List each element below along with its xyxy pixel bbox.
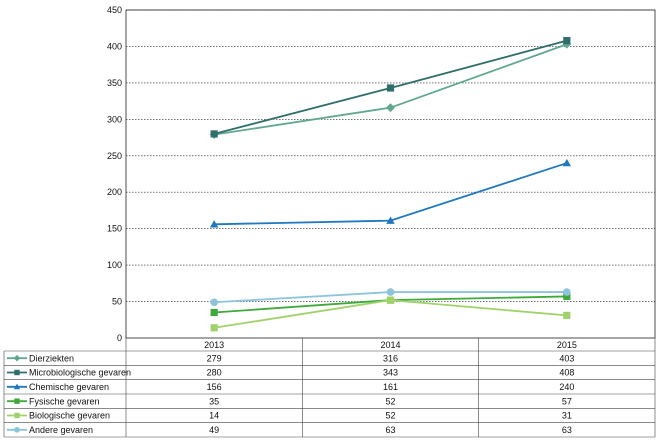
data-point-marker xyxy=(209,220,219,228)
y-tick-label: 250 xyxy=(107,151,122,161)
legend-series-label: Dierziekten xyxy=(29,353,74,363)
series-line xyxy=(214,299,567,329)
legend-series-label: Fysische gevaren xyxy=(29,396,100,406)
table-cell-value: 408 xyxy=(559,368,574,378)
data-point-marker xyxy=(210,324,218,332)
table-cell-value: 63 xyxy=(562,425,572,435)
y-tick-label: 0 xyxy=(117,333,122,343)
legend-key-marker xyxy=(14,369,20,376)
data-point-marker xyxy=(386,296,395,304)
legend-key-marker xyxy=(13,383,21,390)
table-cell-value: 403 xyxy=(559,353,574,363)
data-point-marker xyxy=(386,103,395,113)
y-tick-label: 100 xyxy=(107,260,122,270)
series-5 xyxy=(210,288,571,307)
table-cell-value: 35 xyxy=(209,396,219,406)
series-line xyxy=(214,162,568,226)
data-point-marker xyxy=(210,308,218,317)
series-1 xyxy=(210,37,571,138)
y-tick-label: 350 xyxy=(107,78,122,88)
table-cell-value: 49 xyxy=(209,425,219,435)
data-point-marker xyxy=(563,288,571,296)
legend-series-label: Microbiologische gevaren xyxy=(29,368,131,378)
y-tick-label: 50 xyxy=(112,297,122,307)
series-3 xyxy=(210,292,571,317)
data-point-marker xyxy=(210,298,218,307)
plot-area-frame xyxy=(125,9,656,339)
table-cell-value: 31 xyxy=(562,411,572,421)
series-4 xyxy=(210,296,571,332)
legend-series-label: Chemische gevaren xyxy=(29,382,109,392)
data-point-marker xyxy=(386,84,395,92)
y-tick-label: 300 xyxy=(107,114,122,124)
data-table: 2013 2014 2015 Dierziekten 279 316 403 Microbio… xyxy=(3,338,656,438)
legend-key xyxy=(7,369,27,376)
data-point-marker xyxy=(562,158,572,167)
table-cell-value: 156 xyxy=(207,382,222,392)
y-tick-label: 400 xyxy=(107,41,122,51)
legend-key-marker xyxy=(14,412,20,419)
table-cell-value: 316 xyxy=(383,353,398,363)
legend-key xyxy=(7,383,27,390)
table-cell-value: 63 xyxy=(385,425,395,435)
x-category-label: 2015 xyxy=(557,340,577,350)
table-cell-value: 52 xyxy=(385,396,395,406)
legend-key-marker xyxy=(13,354,21,362)
table-cell-value: 14 xyxy=(209,411,219,421)
data-point-marker xyxy=(386,288,395,296)
data-point-marker xyxy=(563,37,571,45)
data-point-marker xyxy=(563,292,571,301)
x-category-label: 2013 xyxy=(204,340,224,350)
data-point-marker xyxy=(386,216,395,224)
table-cell-value: 280 xyxy=(207,368,222,378)
x-category-label: 2014 xyxy=(380,340,400,350)
table-cell-value: 240 xyxy=(559,382,574,392)
gridlines xyxy=(125,9,656,339)
legend-key xyxy=(7,398,27,404)
y-axis-tick-labels: 0 50 100 150 200 250 300 350 400 450 xyxy=(107,5,122,343)
y-tick-label: 450 xyxy=(107,5,122,15)
y-tick-label: 150 xyxy=(107,224,122,234)
legend-key xyxy=(7,354,27,362)
table-cell-value: 52 xyxy=(385,411,395,421)
legend-key-marker xyxy=(14,426,20,433)
legend-key xyxy=(7,426,27,433)
table-cell-value: 161 xyxy=(383,382,398,392)
table-cell-value: 279 xyxy=(207,353,222,363)
legend-series-label: Biologische gevaren xyxy=(29,411,110,421)
table-cell-value: 343 xyxy=(383,368,398,378)
legend-key xyxy=(7,412,27,419)
data-point-marker xyxy=(210,130,218,138)
series-lines xyxy=(209,37,572,332)
table-cell-value: 57 xyxy=(562,396,572,406)
legend-key-marker xyxy=(14,398,20,404)
y-tick-label: 200 xyxy=(107,187,122,197)
series-2 xyxy=(209,158,572,228)
legend-series-label: Andere gevaren xyxy=(29,425,93,435)
data-point-marker xyxy=(563,311,571,320)
